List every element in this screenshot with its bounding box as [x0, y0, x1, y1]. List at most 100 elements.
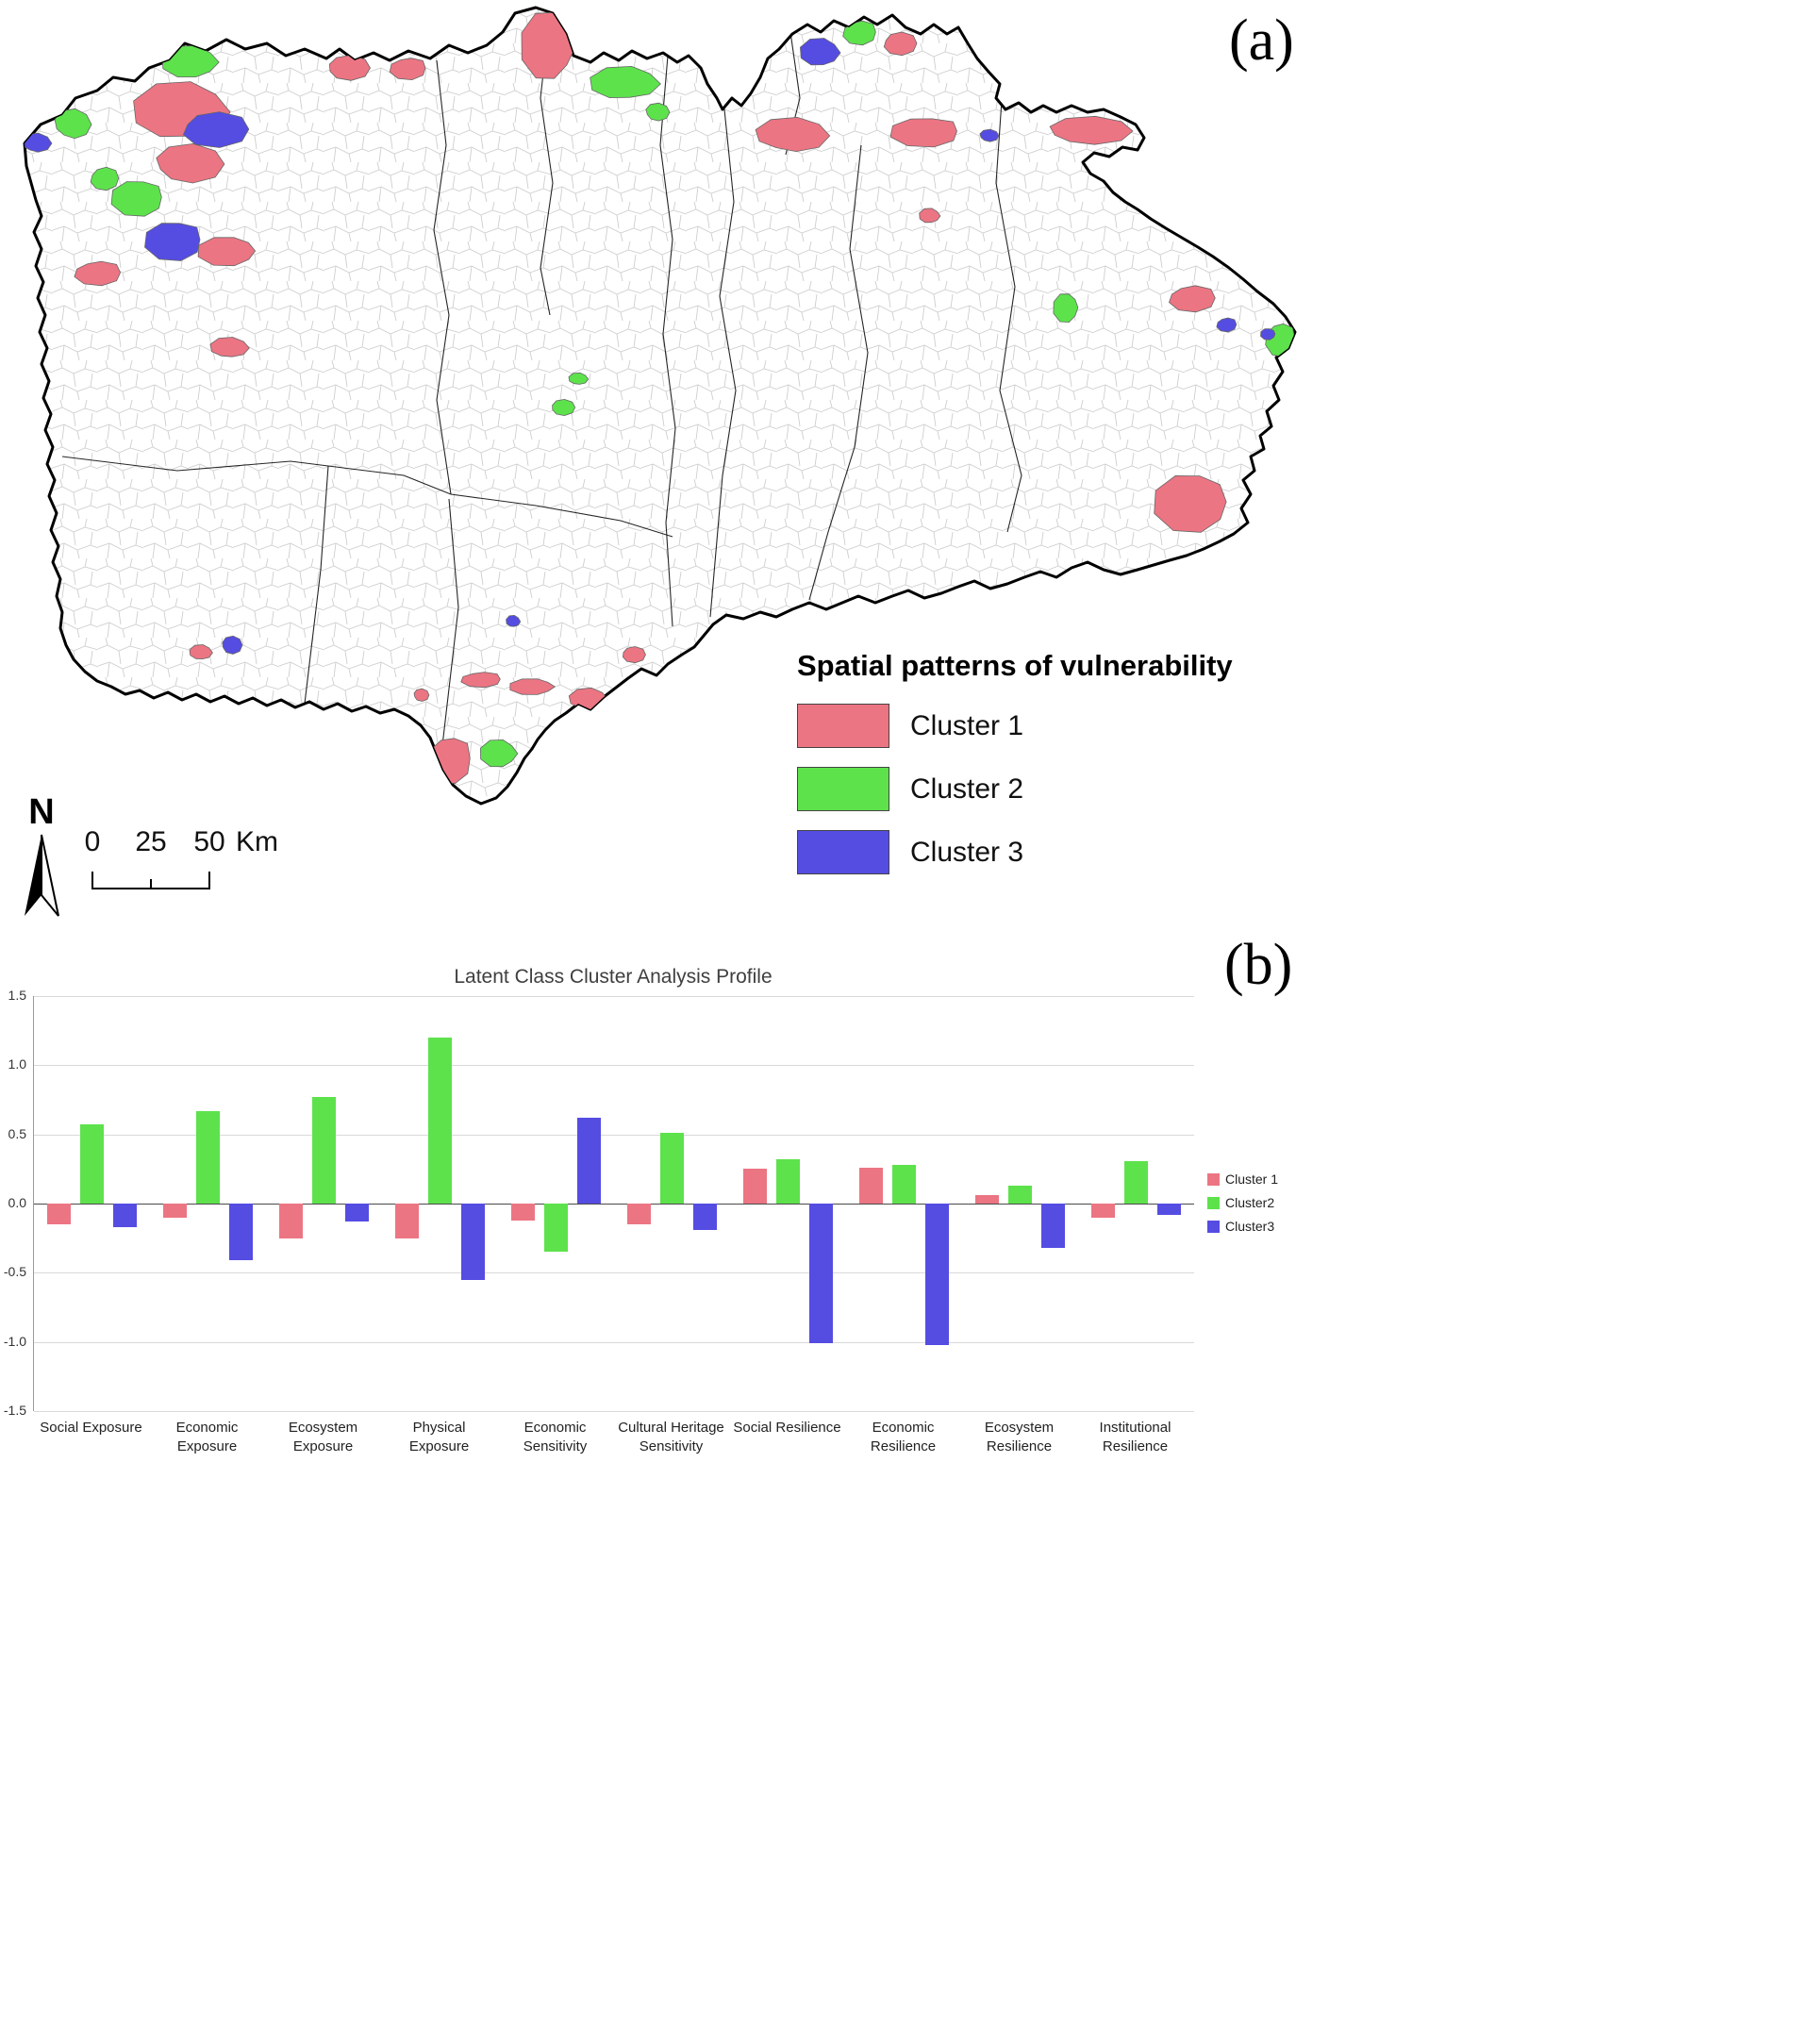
bar-cluster3-cultural-heritage-sensitivity [693, 1204, 717, 1230]
municipality-cluster-1 [156, 142, 225, 184]
gridline--0.5 [34, 1272, 1194, 1274]
bar-cluster-1-ecosystem-exposure [279, 1204, 303, 1238]
municipality-cluster-1 [328, 55, 371, 81]
bar-group-institutional-resilience [1078, 996, 1194, 1411]
cluster3-legend-swatch [1207, 1220, 1220, 1233]
y-tick-label: -1.0 [3, 1333, 26, 1349]
chart-title: Latent Class Cluster Analysis Profile [454, 966, 773, 988]
bar-cluster-1-cultural-heritage-sensitivity [627, 1204, 651, 1224]
bar-cluster3-ecosystem-resilience [1041, 1204, 1065, 1248]
chart-legend-item-cluster-1: Cluster 1 [1207, 1172, 1278, 1187]
municipality-cluster-2 [842, 20, 876, 46]
map-legend-items: Cluster 1 Cluster 2 Cluster 3 [797, 704, 1306, 874]
bar-cluster3-economic-exposure [229, 1204, 253, 1261]
chart-legend-item-cluster2: Cluster2 [1207, 1195, 1278, 1210]
map-legend-item-cluster-1: Cluster 1 [797, 704, 1306, 748]
scale-tick-50: 50 [193, 826, 225, 857]
gridline--1.0 [34, 1341, 1194, 1343]
y-axis-tick-labels: 1.5 1.0 0.5 0.0 -0.5 -1.0 -1.5 [0, 988, 28, 1418]
chart-legend-item-cluster3: Cluster3 [1207, 1219, 1278, 1234]
north-arrow-icon [25, 834, 59, 917]
bar-cluster2-economic-sensitivity [544, 1204, 568, 1253]
bar-group-ecosystem-exposure [266, 996, 382, 1411]
bar-group-ecosystem-resilience [962, 996, 1078, 1411]
map-legend: Spatial patterns of vulnerability Cluste… [797, 649, 1306, 893]
map-legend-label: Cluster 3 [910, 836, 1024, 868]
chart-legend-label: Cluster 1 [1225, 1172, 1279, 1187]
x-axis-label-economic-sensitivity: Economic Sensitivity [523, 1420, 588, 1454]
municipality-cluster-1 [209, 337, 250, 357]
chart-legend: Cluster 1 Cluster2 Cluster3 [1207, 1172, 1278, 1242]
panel-label-a: (a) [1229, 8, 1294, 73]
bar-cluster2-social-exposure [80, 1124, 104, 1204]
x-axis-label-economic-exposure: Economic Exposure [175, 1420, 239, 1454]
province-boundaries [61, 12, 1022, 755]
bar-cluster2-economic-exposure [196, 1110, 220, 1204]
x-axis-labels: Social Exposure Economic Exposure Ecosyste… [33, 1419, 1193, 1455]
x-axis-label-ecosystem-exposure: Ecosystem Exposure [288, 1420, 358, 1454]
municipality-cluster-1 [413, 688, 430, 702]
municipality-cluster-3 [506, 614, 522, 627]
x-axis-label-institutional-resilience: Institutional Resilience [1099, 1420, 1171, 1454]
bar-cluster2-social-resilience [776, 1159, 800, 1204]
bar-cluster2-ecosystem-resilience [1008, 1185, 1032, 1204]
region-outline [23, 6, 1297, 806]
y-tick-label: 1.0 [8, 1056, 26, 1072]
x-axis-label-cultural-heritage-sensitivity: Cultural Heritage Sensitivity [618, 1420, 724, 1454]
cluster-patches-layer [25, 11, 1295, 785]
y-tick-label: 1.5 [8, 988, 26, 1003]
map-legend-title: Spatial patterns of vulnerability [797, 649, 1233, 682]
gridline-1.5 [34, 996, 1194, 997]
bar-cluster3-ecosystem-exposure [345, 1204, 369, 1222]
municipality-cluster-1 [919, 208, 941, 224]
municipality-cluster-1 [189, 644, 213, 660]
y-tick-label: -0.5 [3, 1264, 26, 1280]
north-arrow: N [13, 792, 70, 928]
bar-group-economic-resilience [846, 996, 962, 1411]
y-tick-label: 0.0 [8, 1195, 26, 1210]
bar-group-social-exposure [34, 996, 150, 1411]
municipality-cluster-3 [222, 635, 243, 655]
y-tick-label: 0.5 [8, 1125, 26, 1141]
municipality-cluster-3 [1216, 317, 1238, 333]
bar-cluster-1-economic-sensitivity [511, 1204, 535, 1221]
municipality-cluster-1 [889, 118, 957, 148]
x-axis-label-social-exposure: Social Exposure [40, 1420, 142, 1436]
bar-cluster-1-social-exposure [47, 1204, 71, 1224]
bar-cluster-1-institutional-resilience [1091, 1204, 1115, 1218]
municipality-cluster-1 [389, 58, 426, 81]
bar-cluster-1-social-resilience [743, 1169, 767, 1204]
municipality-cluster-2 [645, 102, 671, 122]
municipality-cluster-3 [182, 111, 250, 148]
bar-group-economic-sensitivity [498, 996, 614, 1411]
bar-cluster3-physical-exposure [461, 1204, 485, 1280]
bar-cluster-1-economic-exposure [163, 1204, 187, 1218]
bar-group-social-resilience [730, 996, 846, 1411]
municipality-cluster-1 [1049, 115, 1134, 145]
municipality-cluster-1 [883, 31, 918, 57]
municipality-cluster-2 [90, 166, 120, 191]
cluster-1-swatch [797, 704, 889, 748]
x-axis-label-economic-resilience: Economic Resilience [870, 1420, 937, 1454]
municipality-cluster-3 [979, 128, 1000, 142]
scale-tick-25: 25 [135, 826, 167, 857]
bar-cluster-1-ecosystem-resilience [975, 1195, 999, 1204]
y-tick-label: -1.5 [3, 1403, 26, 1418]
municipality-cluster-2 [54, 108, 92, 140]
bar-cluster2-cultural-heritage-sensitivity [660, 1133, 684, 1204]
scale-unit: Km [236, 826, 278, 857]
bar-group-physical-exposure [382, 996, 498, 1411]
bar-group-economic-exposure [150, 996, 266, 1411]
municipality-cluster-3 [25, 132, 53, 153]
bar-groups [34, 996, 1194, 1411]
municipality-cluster-3 [1260, 328, 1276, 341]
bar-cluster3-economic-resilience [925, 1204, 949, 1345]
scale-bar-icon [91, 872, 210, 889]
gridline-0.0 [34, 1204, 1194, 1205]
bar-cluster-1-economic-resilience [859, 1167, 883, 1204]
chart-legend-label: Cluster2 [1225, 1195, 1275, 1210]
bar-cluster2-physical-exposure [428, 1038, 452, 1204]
x-axis-label-ecosystem-resilience: Ecosystem Resilience [984, 1420, 1055, 1454]
bar-cluster3-social-resilience [809, 1204, 833, 1344]
municipality-cluster-2 [590, 65, 661, 99]
